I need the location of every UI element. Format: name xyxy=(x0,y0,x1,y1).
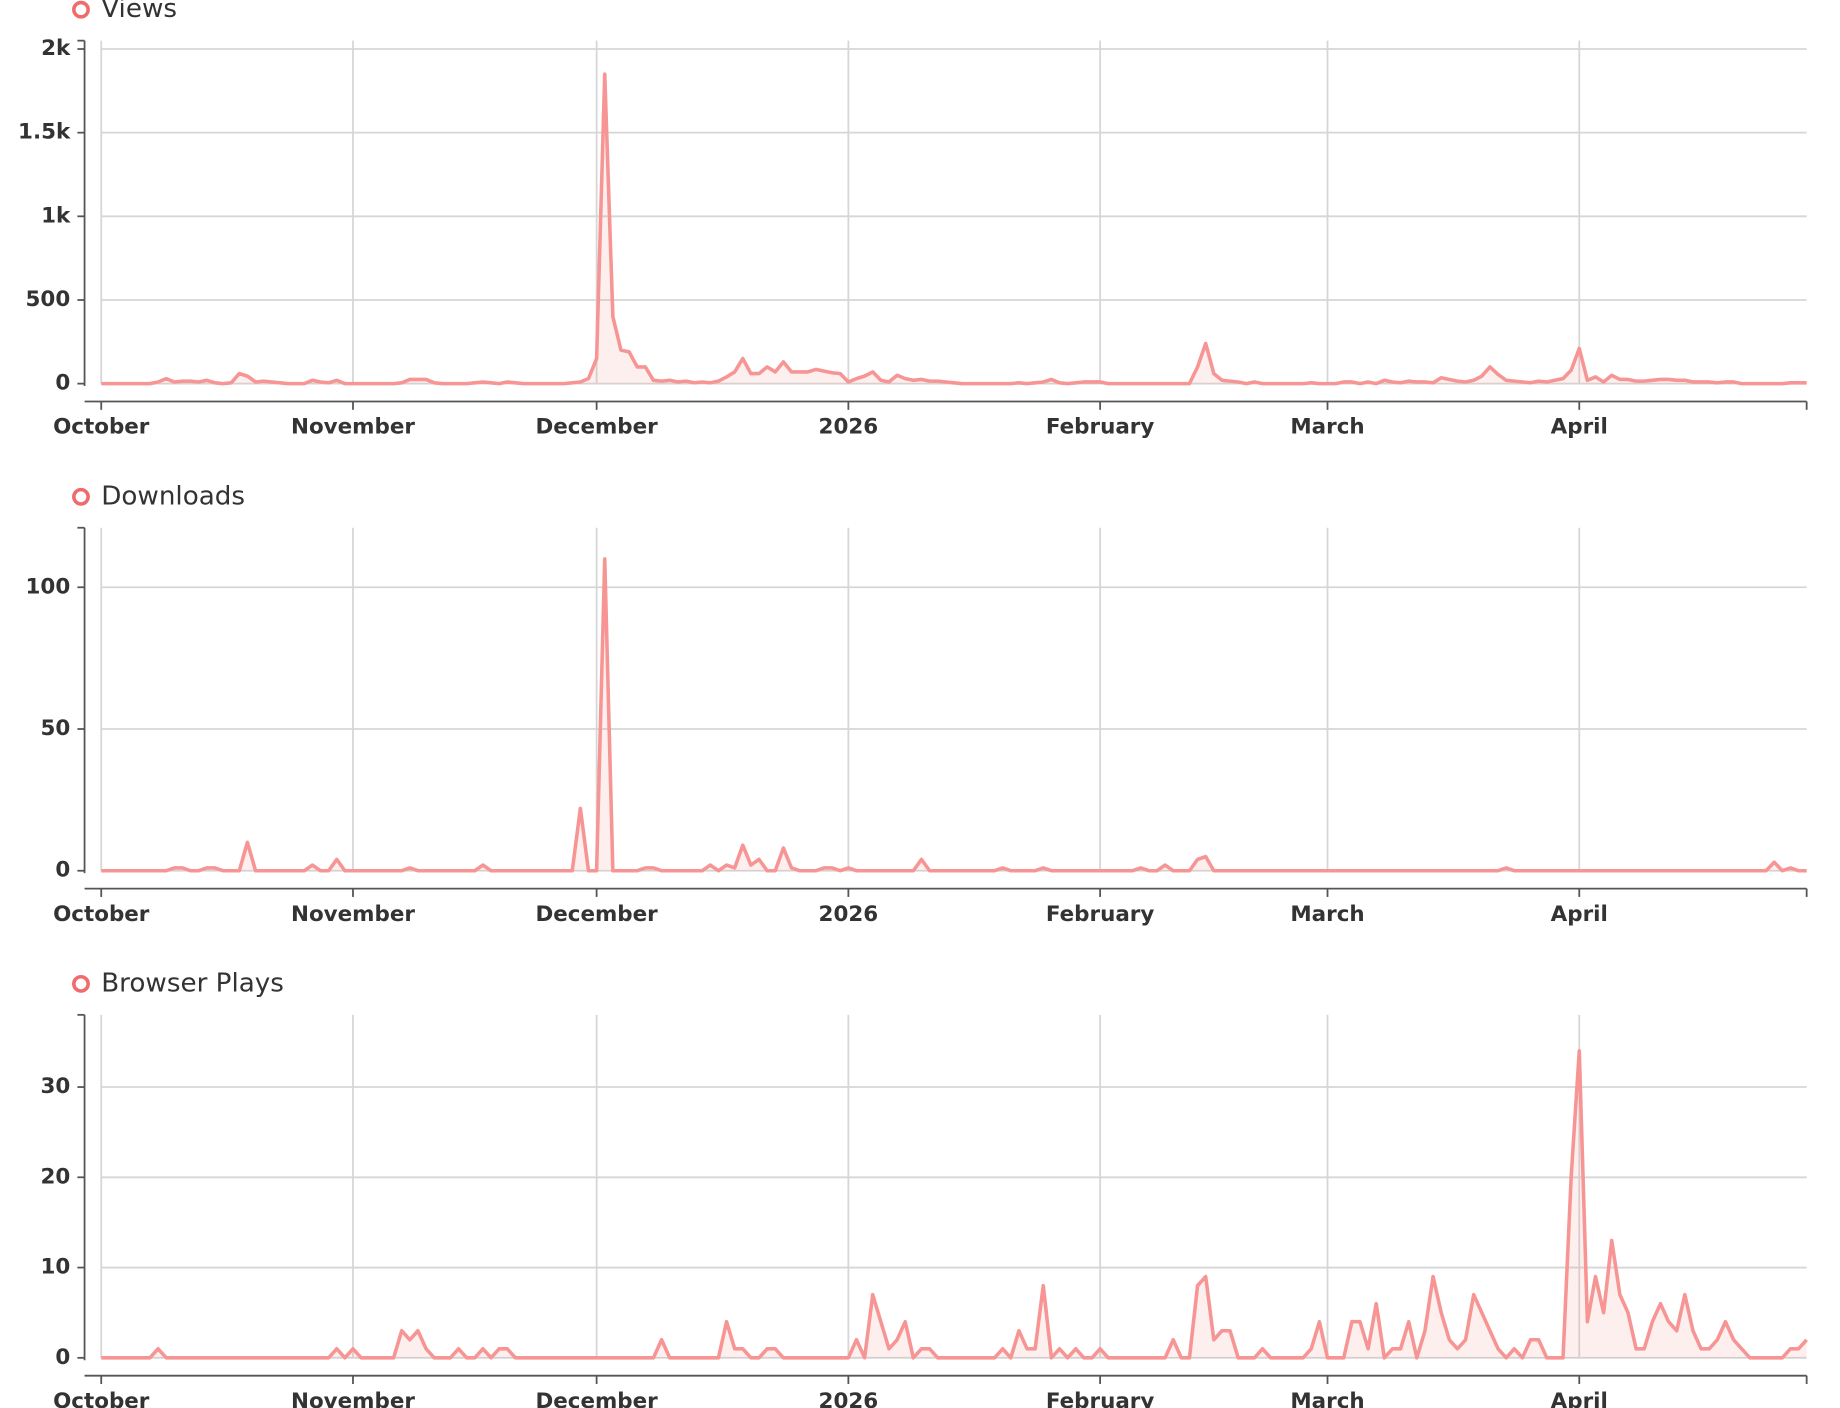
y-tick-label: 50 xyxy=(40,716,70,741)
legend-label: Browser Plays xyxy=(101,968,284,998)
line xyxy=(101,72,1807,386)
x-tick-label: April xyxy=(1551,415,1608,440)
legend-marker xyxy=(72,487,90,506)
x-tick-label: November xyxy=(291,415,415,440)
x-tick-label: October xyxy=(53,1389,150,1408)
y-tick-label: 20 xyxy=(40,1164,70,1189)
x-tick-label: November xyxy=(291,902,415,927)
y-tick-label: 1.5k xyxy=(18,120,71,145)
x-tick-label: December xyxy=(535,415,658,440)
x-tick-label: 2026 xyxy=(819,902,879,927)
line xyxy=(101,557,1807,873)
x-tick-label: 2026 xyxy=(819,1389,879,1408)
x-tick-label: March xyxy=(1290,902,1364,927)
y-tick-label: 30 xyxy=(40,1074,70,1099)
x-tick-label: November xyxy=(291,1389,415,1408)
area xyxy=(101,1050,1807,1358)
x-tick-label: April xyxy=(1551,902,1608,927)
x-tick-label: February xyxy=(1046,1389,1154,1408)
x-tick-label: February xyxy=(1046,415,1154,440)
y-tick-label: 1k xyxy=(41,203,71,228)
x-tick-label: February xyxy=(1046,902,1154,927)
x-tick-label: March xyxy=(1290,1389,1364,1408)
x-tick-label: October xyxy=(53,415,150,440)
x-tick-label: March xyxy=(1290,415,1364,440)
line xyxy=(101,1049,1808,1360)
legend-label: Views xyxy=(101,0,177,24)
area xyxy=(101,74,1807,384)
x-tick-label: 2026 xyxy=(819,415,879,440)
y-tick-label: 100 xyxy=(26,574,71,599)
y-tick-label: 0 xyxy=(55,371,70,396)
x-tick-label: April xyxy=(1551,1389,1608,1408)
x-tick-label: October xyxy=(53,902,150,927)
y-tick-label: 500 xyxy=(26,287,71,312)
x-tick-label: December xyxy=(535,902,658,927)
legend-label: Downloads xyxy=(101,481,245,511)
legend-marker xyxy=(72,974,90,993)
legend-marker xyxy=(72,0,90,19)
x-tick-label: December xyxy=(535,1389,658,1408)
area xyxy=(101,558,1807,871)
y-tick-label: 2k xyxy=(41,36,71,61)
y-tick-label: 0 xyxy=(55,1345,70,1370)
y-tick-label: 10 xyxy=(40,1255,70,1280)
y-tick-label: 0 xyxy=(55,858,70,883)
